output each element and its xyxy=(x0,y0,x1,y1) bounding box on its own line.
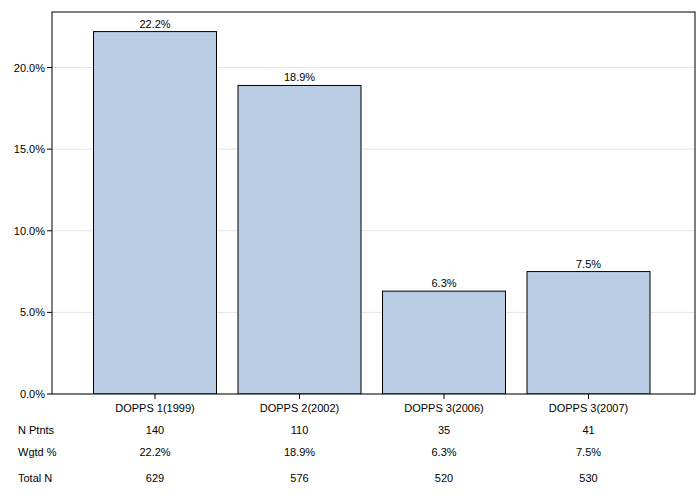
tick-mark xyxy=(299,394,300,399)
table-cell: 41 xyxy=(582,424,594,436)
tick-label: 0.0% xyxy=(20,388,45,400)
tick-label: 10.0% xyxy=(14,225,45,237)
table-cell: 629 xyxy=(146,472,164,484)
row-label: Wgtd % xyxy=(18,446,57,458)
table-cell: 18.9% xyxy=(284,446,315,458)
table-cell: 22.2% xyxy=(139,446,170,458)
tick-label: 5.0% xyxy=(20,306,45,318)
row-label: Total N xyxy=(18,472,52,484)
tick-mark xyxy=(155,394,156,399)
row-label: N Ptnts xyxy=(18,424,55,436)
data-label: 7.5% xyxy=(576,258,601,270)
category-label: DOPPS 3(2007) xyxy=(549,402,628,414)
data-label: 22.2% xyxy=(139,18,170,30)
tick-mark xyxy=(47,230,52,231)
bar xyxy=(383,291,506,394)
tick-mark xyxy=(47,394,52,395)
tick-mark xyxy=(47,312,52,313)
data-label: 6.3% xyxy=(431,277,456,289)
table-cell: 7.5% xyxy=(576,446,601,458)
tick-label: 15.0% xyxy=(14,143,45,155)
category-label: DOPPS 2(2002) xyxy=(260,402,339,414)
tick-label: 20.0% xyxy=(14,62,45,74)
category-label: DOPPS 3(2006) xyxy=(404,402,483,414)
bar xyxy=(94,32,217,394)
category-label: DOPPS 1(1999) xyxy=(115,402,194,414)
bars xyxy=(94,32,651,394)
table-cell: 530 xyxy=(579,472,597,484)
tick-mark xyxy=(47,67,52,68)
table-cell: 576 xyxy=(290,472,308,484)
data-label: 18.9% xyxy=(284,71,315,83)
bar xyxy=(238,85,361,394)
table-cell: 520 xyxy=(435,472,453,484)
table-cell: 140 xyxy=(146,424,164,436)
chart: 0.0% 5.0% 10.0% 15.0% 20.0% 22.2% 18.9% 6.3% 7.5… xyxy=(0,0,700,500)
bar xyxy=(527,272,650,394)
plot-frame xyxy=(52,12,695,394)
table-cell: 6.3% xyxy=(431,446,456,458)
tick-mark xyxy=(588,394,589,399)
tick-mark xyxy=(444,394,445,399)
table-cell: 35 xyxy=(438,424,450,436)
table-cell: 110 xyxy=(291,424,309,436)
tick-mark xyxy=(47,149,52,150)
